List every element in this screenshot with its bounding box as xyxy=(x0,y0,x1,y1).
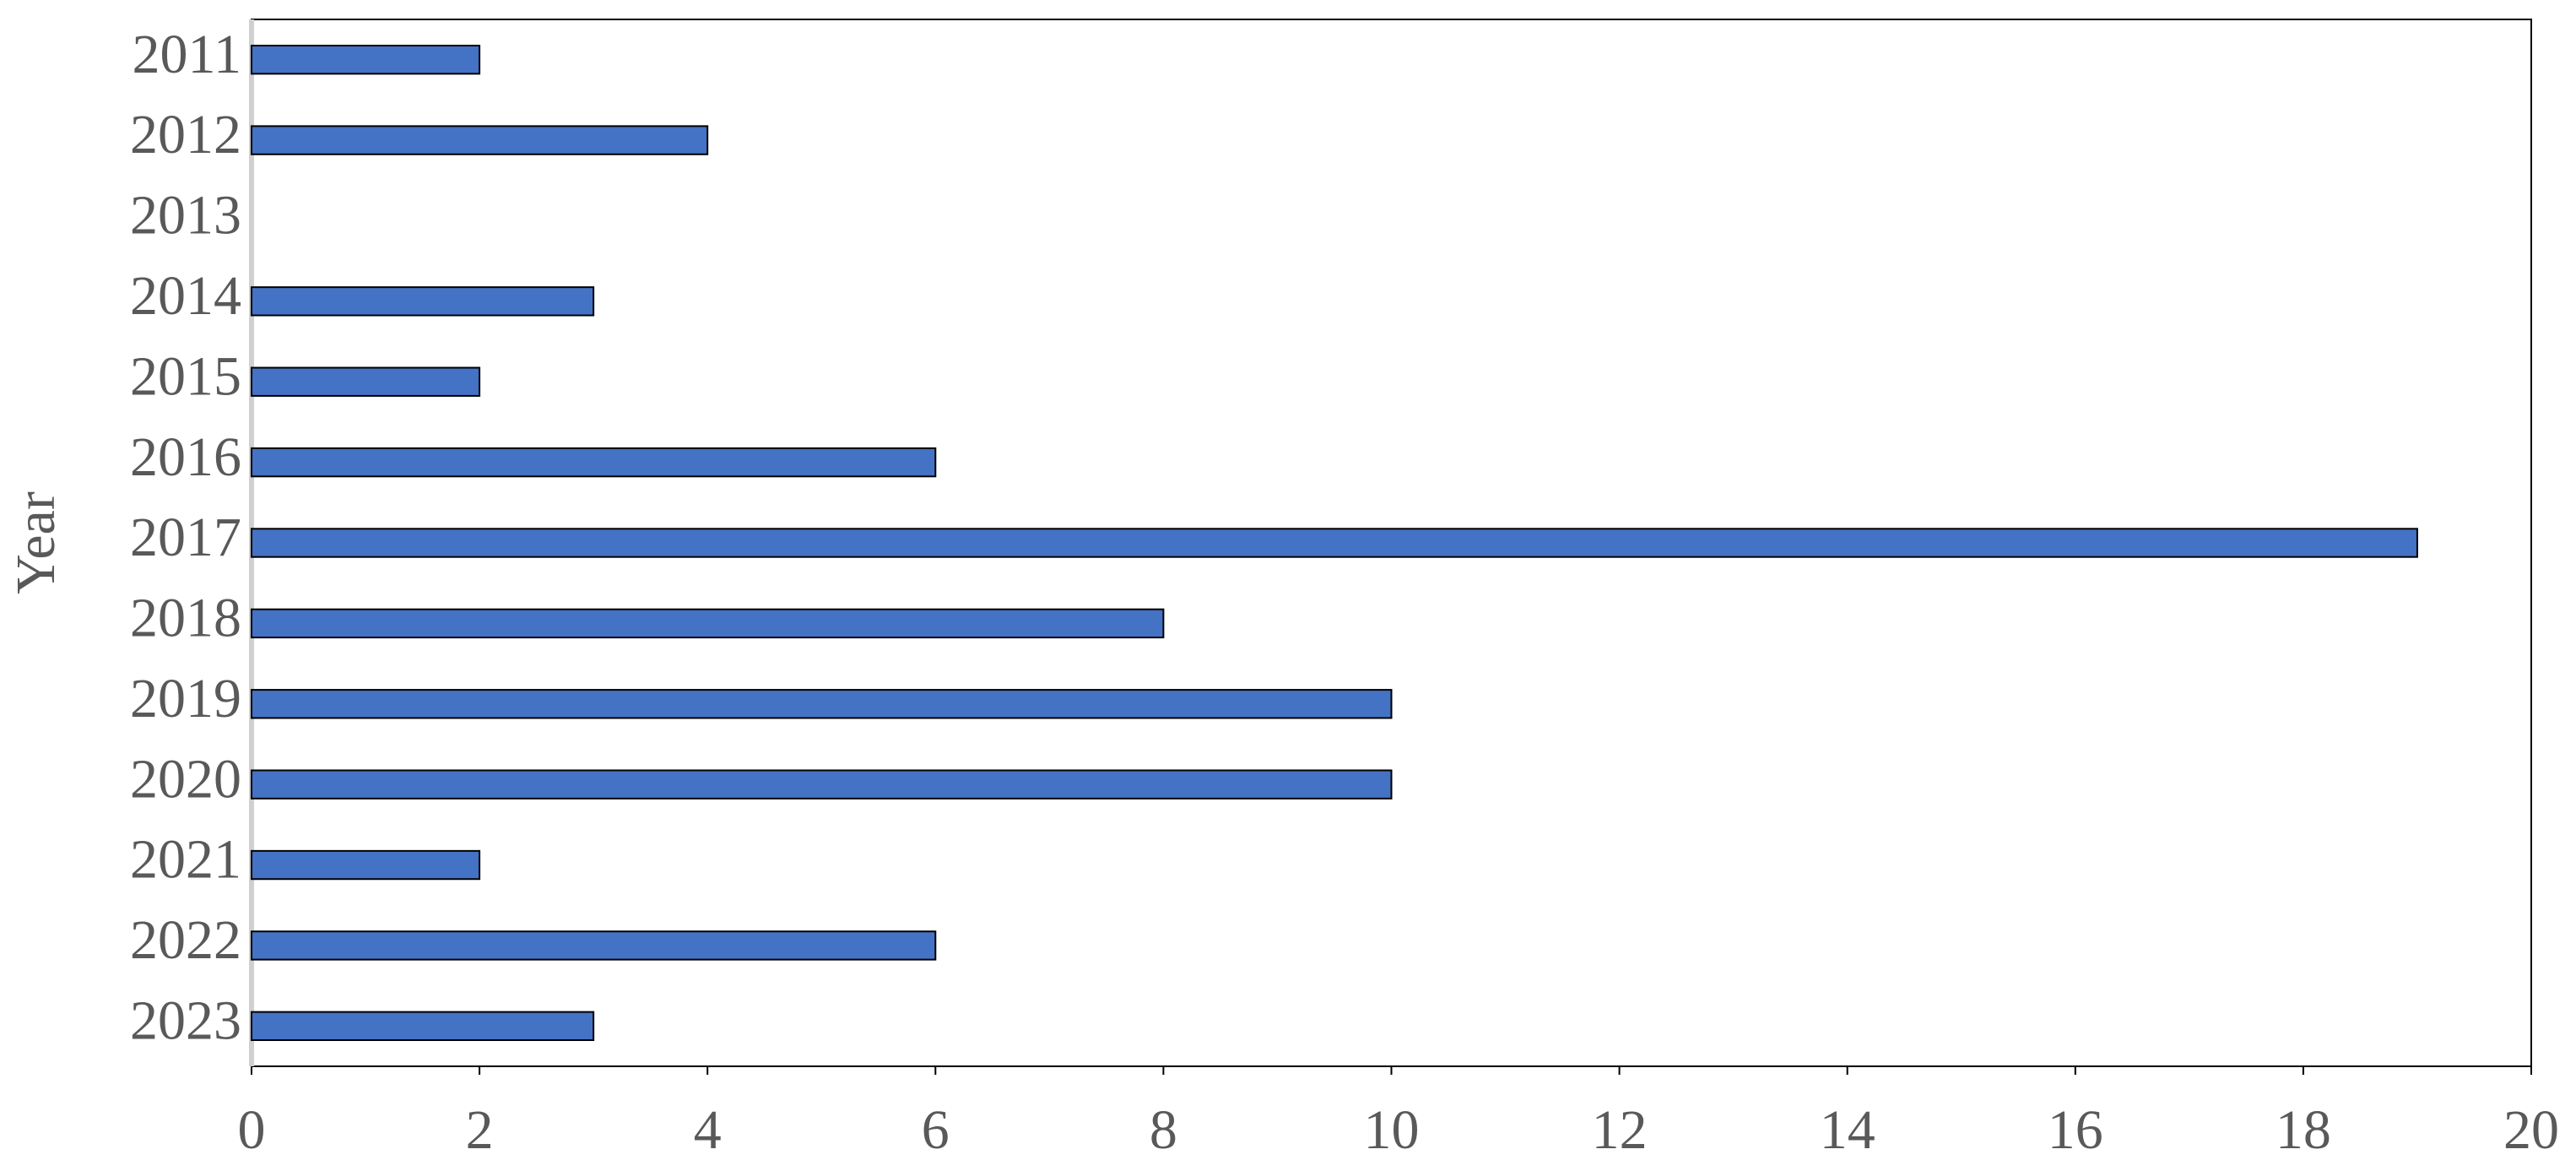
bar xyxy=(251,45,481,75)
bar xyxy=(251,528,2418,558)
y-tick-label: 2013 xyxy=(130,185,241,247)
bar xyxy=(251,769,1393,800)
bar xyxy=(251,447,937,478)
y-tick-label: 2014 xyxy=(130,265,241,327)
y-tick-label: 2022 xyxy=(130,909,241,971)
bar xyxy=(251,930,937,961)
y-tick-label: 2021 xyxy=(130,829,241,891)
bar xyxy=(251,1011,595,1041)
x-tick-label: 0 xyxy=(238,1099,266,1161)
x-tick-label: 10 xyxy=(1364,1099,1420,1161)
x-tick-label: 12 xyxy=(1592,1099,1648,1161)
bar xyxy=(251,125,709,155)
x-tick-label: 4 xyxy=(694,1099,722,1161)
x-tick-label: 20 xyxy=(2503,1099,2559,1161)
bar xyxy=(251,689,1393,719)
y-tick-label: 2012 xyxy=(130,104,241,165)
y-tick-label: 2015 xyxy=(130,345,241,407)
x-tick-label: 18 xyxy=(2276,1099,2331,1161)
x-tick-label: 14 xyxy=(1820,1099,1875,1161)
y-tick-label: 2011 xyxy=(132,24,241,85)
bar xyxy=(251,849,481,881)
y-tick-label: 2020 xyxy=(130,748,241,810)
bar xyxy=(251,608,1165,639)
x-tick-label: 16 xyxy=(2048,1099,2103,1161)
x-tick-label: 6 xyxy=(922,1099,950,1161)
y-tick-label: 2018 xyxy=(130,588,241,649)
y-tick-label: 2023 xyxy=(130,989,241,1051)
y-tick-label: 2016 xyxy=(130,426,241,488)
y-tick-label: 2017 xyxy=(130,507,241,568)
bar xyxy=(251,366,481,397)
bar xyxy=(251,286,595,317)
x-tick-label: 2 xyxy=(466,1099,494,1161)
y-axis-label: Year xyxy=(5,491,67,594)
x-tick-label: 8 xyxy=(1150,1099,1177,1161)
y-tick-label: 2019 xyxy=(130,668,241,729)
